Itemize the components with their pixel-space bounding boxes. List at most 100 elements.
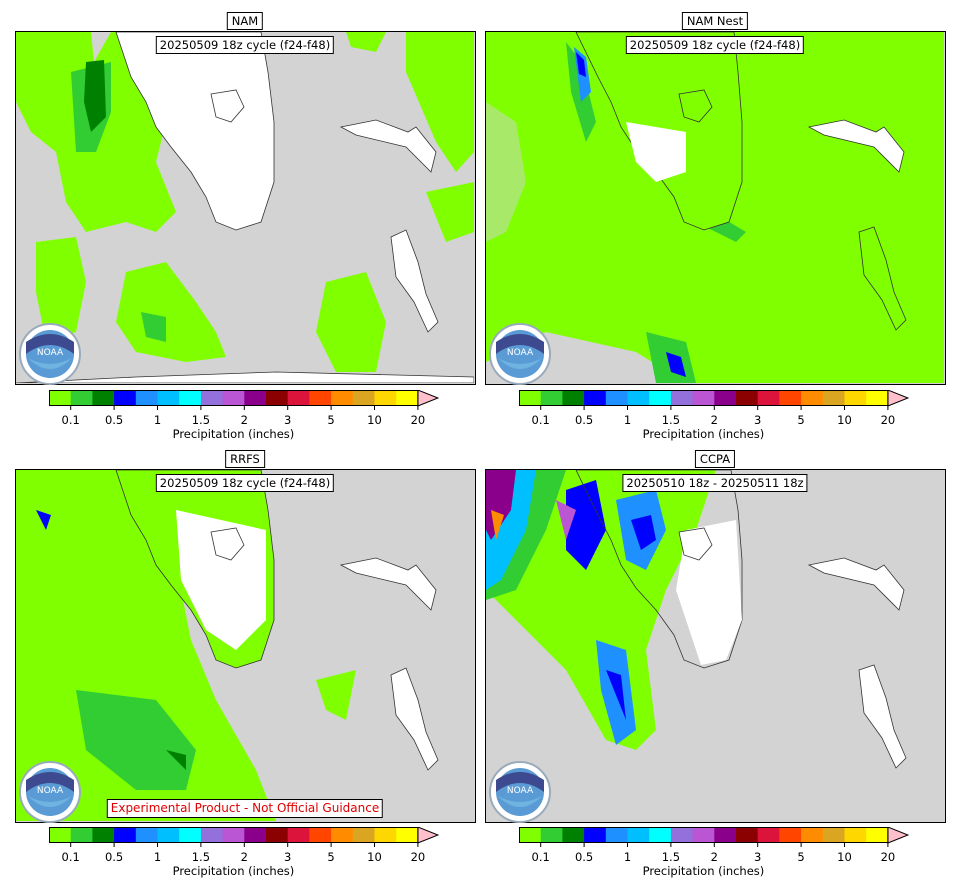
colorbar-tick-label: 1	[623, 413, 632, 427]
colorbar-segment	[584, 390, 607, 406]
colorbar-segment	[200, 827, 224, 843]
colorbar-segment	[222, 390, 245, 406]
colorbar-tick-label: 3	[284, 413, 292, 427]
colorbar-svg	[49, 389, 440, 410]
colorbar-segment	[135, 390, 158, 406]
colorbar-segment	[114, 390, 137, 406]
colorbar-segment	[266, 827, 289, 843]
colorbar-segment	[627, 827, 650, 843]
warning-label: Experimental Product - Not Official Guid…	[106, 799, 384, 818]
colorbar-extend-arrow	[887, 389, 910, 407]
colorbar-label: Precipitation (inches)	[172, 427, 295, 441]
colorbar-segment	[736, 390, 759, 406]
panel-title-nam: NAM	[226, 12, 264, 30]
colorbar-segment	[49, 827, 72, 843]
colorbar-segment	[584, 827, 607, 843]
colorbar-tick-label: 1.5	[661, 413, 681, 427]
colorbar-outline	[519, 390, 889, 406]
colorbar-segment	[801, 390, 824, 406]
panel-title-ccpa: CCPA	[694, 450, 736, 468]
colorbar: 0.1 0.5 1 1.5 2 3 5 10 20 Precipitation (inches)	[519, 389, 910, 441]
map-rrfs	[15, 469, 476, 823]
colorbar-segment	[70, 390, 93, 406]
cycle-label-nam: 20250509 18z cycle (f24-f48)	[155, 36, 335, 54]
colorbar-segment	[92, 390, 115, 406]
colorbar-segment	[179, 390, 202, 406]
colorbar-tick-label: 1	[153, 413, 162, 427]
colorbar-segment	[649, 390, 672, 406]
svg-text:NOAA: NOAA	[507, 348, 534, 358]
colorbar-segment	[157, 827, 180, 843]
colorbar-segment	[627, 390, 650, 406]
colorbar-segment	[352, 827, 375, 843]
colorbar-extend-arrow	[887, 826, 910, 844]
colorbar-segment	[157, 390, 180, 406]
colorbar-extend-arrow	[417, 389, 440, 407]
colorbar-segment	[779, 390, 802, 406]
colorbar-tick-label: 10	[837, 413, 852, 427]
colorbar-label: Precipitation (inches)	[642, 427, 765, 441]
colorbar-outline	[519, 827, 889, 843]
colorbar-tick-label: 0.1	[61, 850, 80, 864]
colorbar-tick-label: 1.5	[191, 850, 211, 864]
colorbar-tick-label: 1.5	[191, 413, 211, 427]
colorbar-segment	[200, 390, 224, 406]
colorbar-tick-label: 5	[327, 413, 335, 427]
colorbar-segment	[670, 390, 694, 406]
colorbar-svg	[519, 389, 910, 410]
colorbar: 0.1 0.5 1 1.5 2 3 5 10 20 Precipitation (inches)	[49, 389, 440, 441]
colorbar-tick-label: 0.1	[61, 413, 80, 427]
colorbar-segment	[670, 827, 694, 843]
colorbar-segment	[266, 390, 289, 406]
colorbar-segment	[70, 827, 93, 843]
colorbar-tick-label: 20	[880, 850, 896, 864]
colorbar-segment	[757, 390, 780, 406]
colorbar-segment	[92, 827, 115, 843]
panel-title-namnest: NAM Nest	[681, 12, 749, 30]
colorbar-label: Precipitation (inches)	[172, 864, 295, 878]
colorbar-tick-label: 0.1	[531, 413, 550, 427]
colorbar-segment	[692, 827, 715, 843]
colorbar-tick-label: 1	[153, 850, 162, 864]
cycle-label-namnest: 20250509 18z cycle (f24-f48)	[625, 36, 805, 54]
colorbar-segment	[49, 390, 72, 406]
colorbar-segment	[309, 390, 332, 406]
colorbar-tick-label: 10	[837, 850, 852, 864]
noaa-logo-icon: NOAA	[488, 760, 552, 828]
noaa-logo-icon: NOAA	[18, 322, 82, 390]
colorbar-segment	[822, 390, 845, 406]
cycle-label-ccpa: 20250510 18z - 20250511 18z	[622, 474, 808, 492]
colorbar-tick-label: 2	[710, 413, 718, 427]
colorbar-segment	[714, 390, 737, 406]
colorbar-segment	[562, 827, 585, 843]
colorbar-segment	[396, 827, 419, 843]
svg-text:NOAA: NOAA	[507, 786, 534, 796]
colorbar-segment	[649, 827, 672, 843]
precip-map-rrfs	[16, 470, 474, 821]
colorbar: 0.1 0.5 1 1.5 2 3 5 10 20 Precipitation (inches)	[49, 826, 440, 878]
map-ccpa	[485, 469, 946, 823]
panel-title-rrfs: RRFS	[225, 450, 265, 468]
colorbar-segment	[331, 827, 354, 843]
colorbar-tick-label: 0.5	[104, 413, 124, 427]
colorbar-tick-label: 2	[240, 850, 248, 864]
colorbar-tick-label: 0.1	[531, 850, 550, 864]
colorbar-tick-label: 2	[710, 850, 718, 864]
colorbar-label: Precipitation (inches)	[642, 864, 765, 878]
colorbar-segment	[562, 390, 585, 406]
colorbar-tick-label: 0.5	[574, 850, 594, 864]
colorbar-segment	[396, 390, 419, 406]
colorbar-outline	[49, 390, 419, 406]
colorbar-segment	[822, 827, 845, 843]
colorbar-segment	[692, 390, 715, 406]
colorbar-tick-label: 0.5	[574, 413, 594, 427]
colorbar-tick-label: 10	[367, 850, 382, 864]
colorbar-segment	[605, 827, 628, 843]
noaa-logo-icon: NOAA	[488, 322, 552, 390]
colorbar-segment	[714, 827, 737, 843]
colorbar-segment	[779, 827, 802, 843]
colorbar-segment	[352, 390, 375, 406]
colorbar-tick-label: 5	[797, 850, 805, 864]
colorbar-segment	[757, 827, 780, 843]
colorbar-segment	[179, 827, 202, 843]
